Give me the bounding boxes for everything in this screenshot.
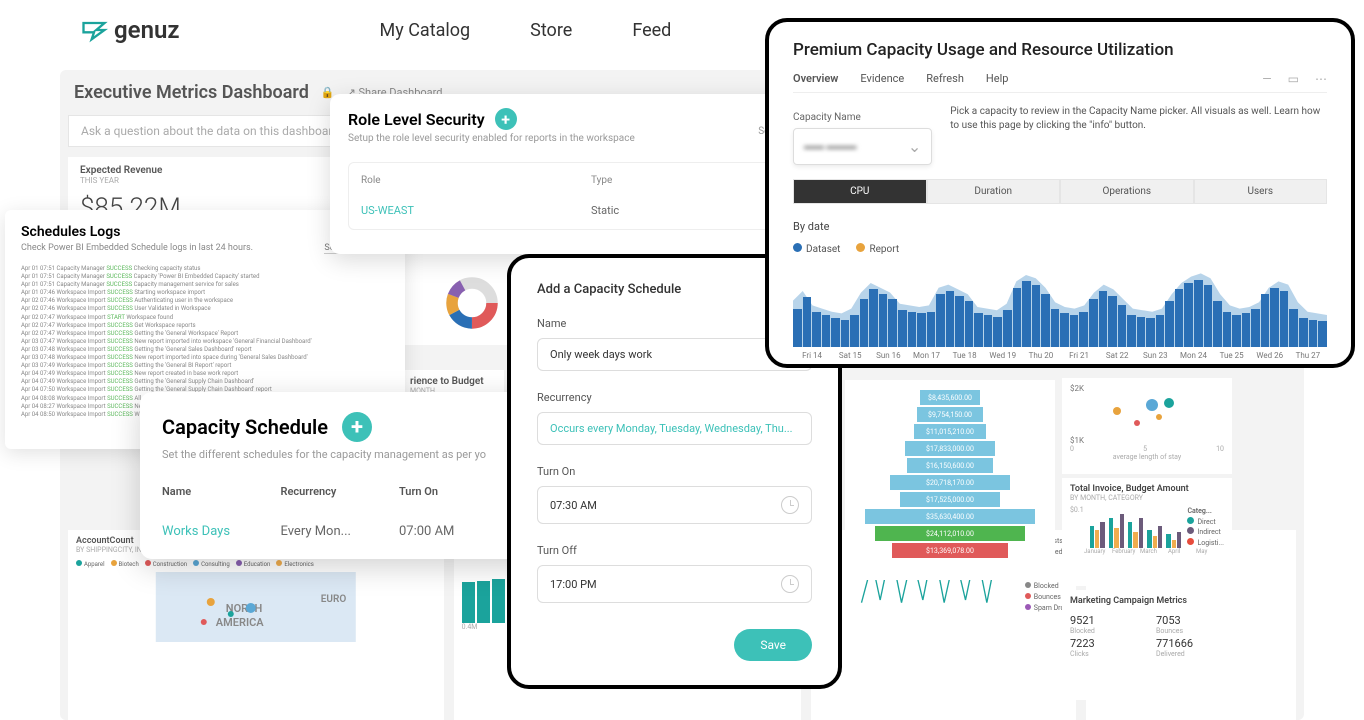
nav-feed[interactable]: Feed bbox=[632, 20, 671, 41]
cap-col-name: Name bbox=[162, 485, 280, 498]
fld-rec-label: Recurrency bbox=[537, 391, 812, 404]
cap-name-select[interactable]: ▬▬ ▬▬▬⌄ bbox=[793, 128, 932, 165]
clock-icon[interactable] bbox=[781, 575, 799, 593]
rls-row[interactable]: US-WEASTStatic bbox=[361, 204, 784, 217]
fld-rec-input[interactable]: Occurs every Monday, Tuesday, Wednesday,… bbox=[537, 412, 812, 445]
restore-icon[interactable]: ▭ bbox=[1288, 72, 1299, 86]
fld-off-input[interactable]: 17:00 PM bbox=[537, 565, 812, 603]
mtab-users[interactable]: Users bbox=[1194, 179, 1328, 204]
rls-desc: Setup the role level security enabled fo… bbox=[348, 133, 797, 144]
mtab-operations[interactable]: Operations bbox=[1060, 179, 1194, 204]
fld-on-input[interactable]: 07:30 AM bbox=[537, 486, 812, 524]
rls-title: Role Level Security bbox=[348, 110, 485, 129]
nav-links: My Catalog Store Feed bbox=[380, 20, 672, 41]
panel-rls: Role Level Security + Setup the role lev… bbox=[330, 94, 815, 254]
chevron-down-icon: ⌄ bbox=[908, 137, 921, 156]
minimize-icon[interactable]: — bbox=[1262, 72, 1271, 86]
dashboard-title: Executive Metrics Dashboard bbox=[74, 82, 309, 103]
cap-desc: Set the different schedules for the capa… bbox=[162, 448, 553, 461]
more-icon[interactable]: ⋯ bbox=[1315, 72, 1327, 86]
brand-logo[interactable]: genuz bbox=[80, 16, 180, 44]
legend-categories: ApparelBiotechConstructionConsultingEduc… bbox=[76, 560, 436, 568]
prem-barchart bbox=[793, 267, 1327, 347]
prem-xlabels: Fri 14Sat 15Sun 16Mon 17Tue 18Wed 19Thu … bbox=[793, 351, 1327, 360]
tab-overview[interactable]: Overview bbox=[793, 72, 838, 86]
cap-row[interactable]: Works Days Every Mon... 07:00 AM 06 bbox=[162, 524, 553, 539]
tab-refresh[interactable]: Refresh bbox=[926, 72, 964, 86]
cap-name-label: Capacity Name bbox=[793, 112, 861, 123]
clock-icon[interactable] bbox=[781, 496, 799, 514]
prem-legend: DatasetReport bbox=[793, 243, 1327, 255]
cap-add-button[interactable]: + bbox=[342, 412, 372, 442]
mtab-duration[interactable]: Duration bbox=[927, 179, 1061, 204]
cap-col-on: Turn On bbox=[399, 485, 517, 498]
panel-premium-capacity: Premium Capacity Usage and Resource Util… bbox=[765, 18, 1355, 368]
save-button[interactable]: Save bbox=[734, 629, 812, 661]
cap-title: Capacity Schedule bbox=[162, 415, 328, 439]
brand-icon bbox=[80, 16, 108, 44]
mtab-cpu[interactable]: CPU bbox=[793, 179, 927, 204]
thumb-total-invoice: Total Invoice, Budget Amount BY MONTH, C… bbox=[1062, 478, 1232, 586]
svg-text:AMERICA: AMERICA bbox=[216, 616, 265, 629]
rls-add-button[interactable]: + bbox=[495, 108, 517, 130]
thumb-marketing: Marketing Campaign Metrics 9521Blocked70… bbox=[1062, 590, 1232, 700]
brand-text: genuz bbox=[114, 16, 180, 44]
prem-hint: Pick a capacity to review in the Capacit… bbox=[950, 105, 1327, 165]
fld-on-label: Turn On bbox=[537, 465, 812, 478]
fld-off-label: Turn Off bbox=[537, 544, 812, 557]
thumb-funnel: $8,435,600.00$9,754,150.00$11,015,210.00… bbox=[845, 380, 1055, 580]
cap-col-rec: Recurrency bbox=[280, 485, 398, 498]
tab-help[interactable]: Help bbox=[986, 72, 1009, 86]
rls-col-role: Role bbox=[361, 175, 591, 186]
bydate-label: By date bbox=[793, 220, 1327, 233]
svg-text:EURO: EURO bbox=[321, 594, 347, 605]
nav-catalog[interactable]: My Catalog bbox=[380, 20, 471, 41]
tab-evidence[interactable]: Evidence bbox=[860, 72, 904, 86]
thumb-scatter: $2K $1K 0510 average length of stay bbox=[1062, 378, 1232, 474]
rls-col-type: Type bbox=[591, 175, 612, 186]
prem-title: Premium Capacity Usage and Resource Util… bbox=[793, 40, 1327, 60]
nav-store[interactable]: Store bbox=[530, 20, 572, 41]
